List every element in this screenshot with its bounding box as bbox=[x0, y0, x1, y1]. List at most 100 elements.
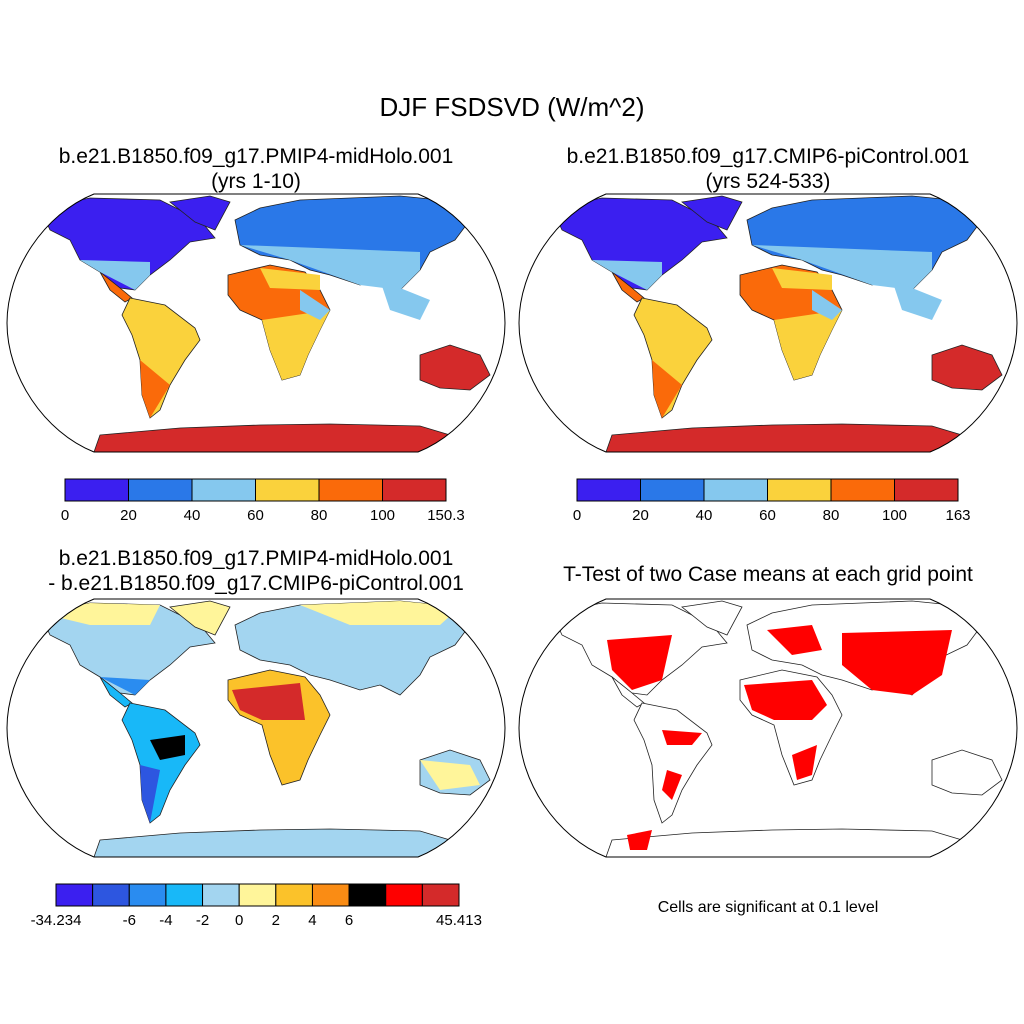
map-ttest-band bbox=[627, 830, 652, 850]
map-case1-band bbox=[300, 290, 330, 320]
panel-title-case2-line2: (yrs 524-533) bbox=[705, 170, 831, 193]
colorbar-case1-tick-label: 100 bbox=[370, 507, 395, 524]
map-diff-land-sa bbox=[121, 702, 201, 824]
colorbar-diff-tick-label: 6 bbox=[345, 912, 353, 929]
map-case2-band bbox=[592, 260, 662, 290]
colorbar-diff-tick-label: -34.234 bbox=[31, 912, 82, 929]
map-case1-band bbox=[260, 268, 320, 290]
colorbar-case1: 0 20 40 60 80 100 150.3 bbox=[61, 478, 465, 524]
panel-title-diff-line1: b.e21.B1850.f09_g17.PMIP4-midHolo.001 bbox=[58, 547, 454, 570]
map-case1-band bbox=[380, 280, 430, 320]
colorbar-case1-swatch bbox=[382, 478, 447, 502]
map-diff-band bbox=[100, 677, 150, 695]
map-case1-land-aus bbox=[419, 344, 491, 391]
colorbar-diff-tick-label: 2 bbox=[272, 912, 280, 929]
colorbar-diff-swatch bbox=[385, 883, 423, 907]
colorbar-case2-swatch bbox=[830, 478, 895, 502]
colorbar-case1-tick-label: 0 bbox=[61, 507, 69, 524]
colorbar-diff-tick-label: -2 bbox=[196, 912, 209, 929]
colorbar-case2-tick-label: 60 bbox=[759, 507, 776, 524]
map-ttest-band bbox=[744, 680, 827, 720]
map-diff-land-ca bbox=[99, 676, 133, 708]
figure-title: DJF FSDSVD (W/m^2) bbox=[379, 92, 645, 122]
map-diff-land-ant bbox=[93, 828, 452, 857]
colorbar-case2-swatch bbox=[894, 478, 959, 502]
map-case2-band bbox=[652, 360, 682, 418]
map-case2-band bbox=[774, 310, 842, 380]
colorbar-diff-swatch bbox=[128, 883, 167, 907]
map-diff-outline bbox=[6, 598, 506, 858]
colorbar-diff-tick-label: 4 bbox=[308, 912, 316, 929]
map-case1-land-ant bbox=[93, 423, 452, 452]
colorbar-case2-swatch bbox=[576, 478, 641, 502]
colorbar-case1-swatch bbox=[191, 478, 256, 502]
map-diff-band bbox=[300, 601, 460, 625]
map-case2-land-green bbox=[681, 195, 743, 231]
colorbar-diff-tick-label: 45.413 bbox=[436, 912, 482, 929]
colorbar-case2-tick-label: 80 bbox=[823, 507, 840, 524]
map-case2-land-ant bbox=[605, 423, 964, 452]
map-case1-band bbox=[240, 245, 420, 290]
colorbar-diff-swatch bbox=[421, 883, 460, 907]
colorbar-case2-swatch bbox=[640, 478, 705, 502]
colorbar-case1-swatch bbox=[64, 478, 129, 502]
map-case2 bbox=[518, 193, 1018, 453]
colorbar-diff-tick-label: -6 bbox=[123, 912, 136, 929]
panel-title-case1-line2: (yrs 1-10) bbox=[211, 170, 301, 193]
map-ttest-band bbox=[767, 625, 822, 655]
colorbar-case2-tick-label: 40 bbox=[696, 507, 713, 524]
panel-title-diff-line2: - b.e21.B1850.f09_g17.CMIP6-piControl.00… bbox=[48, 572, 464, 595]
colorbar-diff: -34.234 -6 -4 -2 0 2 4 6 45.413 bbox=[31, 883, 482, 929]
colorbar-case1-tick-label: 40 bbox=[184, 507, 201, 524]
colorbar-diff-tick-label: 0 bbox=[235, 912, 243, 929]
map-ttest-land-green bbox=[681, 600, 743, 636]
map-case1-band bbox=[80, 260, 150, 290]
colorbar-case1-tick-label: 150.3 bbox=[427, 507, 465, 524]
map-ttest-band bbox=[792, 745, 817, 780]
map-diff-band bbox=[150, 735, 185, 760]
colorbar-diff-swatch bbox=[311, 883, 350, 907]
colorbar-case1-swatch bbox=[255, 478, 320, 502]
colorbar-case1-tick-label: 20 bbox=[120, 507, 137, 524]
ttest-footnote: Cells are significant at 0.1 level bbox=[657, 899, 879, 916]
map-ttest-band bbox=[842, 630, 952, 695]
map-case2-band bbox=[752, 245, 932, 290]
panel-title-ttest: T-Test of two Case means at each grid po… bbox=[563, 563, 973, 586]
map-case1-land-green bbox=[169, 195, 231, 231]
map-case2-band bbox=[892, 280, 942, 320]
panel-title-case2: b.e21.B1850.f09_g17.CMIP6-piControl.001 … bbox=[512, 144, 1024, 194]
colorbar-case1-tick-label: 60 bbox=[247, 507, 264, 524]
map-diff-band bbox=[140, 765, 160, 823]
map-case2-outline bbox=[518, 193, 1018, 453]
colorbar-case2-swatch bbox=[767, 478, 832, 502]
map-ttest-land-sa bbox=[633, 702, 713, 824]
colorbar-diff-swatch bbox=[238, 883, 277, 907]
map-ttest-outline bbox=[518, 598, 1018, 858]
colorbar-diff-tick-label: -4 bbox=[159, 912, 172, 929]
map-case2-land-ca bbox=[611, 271, 645, 303]
colorbar-diff-swatch bbox=[348, 883, 387, 907]
colorbar-case2-tick-label: 0 bbox=[573, 507, 581, 524]
map-ttest-land-aus bbox=[931, 749, 1003, 796]
colorbar-case2-tick-label: 100 bbox=[882, 507, 907, 524]
map-case1-land-ca bbox=[99, 271, 133, 303]
colorbar-case1-swatch bbox=[128, 478, 193, 502]
map-case2-land-aus bbox=[931, 344, 1003, 391]
map-case1-band bbox=[140, 360, 170, 418]
panel-title-diff: b.e21.B1850.f09_g17.PMIP4-midHolo.001 - … bbox=[0, 546, 512, 596]
map-case2-land-sa bbox=[633, 297, 713, 419]
colorbar-case2-swatch bbox=[703, 478, 768, 502]
colorbar-case1-swatch bbox=[318, 478, 383, 502]
map-case1 bbox=[6, 193, 506, 453]
map-diff-band bbox=[420, 760, 480, 790]
map-ttest-land-ca bbox=[611, 676, 645, 708]
colorbar-case2-tick-label: 163 bbox=[945, 507, 970, 524]
map-diff-land-green bbox=[169, 600, 231, 636]
map-case1-land-sa bbox=[121, 297, 201, 419]
map-diff-band bbox=[232, 683, 305, 720]
map-ttest bbox=[518, 598, 1018, 858]
colorbar-diff-swatch bbox=[92, 883, 130, 907]
panel-title-case2-line1: b.e21.B1850.f09_g17.CMIP6-piControl.001 bbox=[566, 145, 970, 168]
colorbar-diff-swatch bbox=[202, 883, 240, 907]
panel-title-case1: b.e21.B1850.f09_g17.PMIP4-midHolo.001 (y… bbox=[0, 144, 512, 194]
